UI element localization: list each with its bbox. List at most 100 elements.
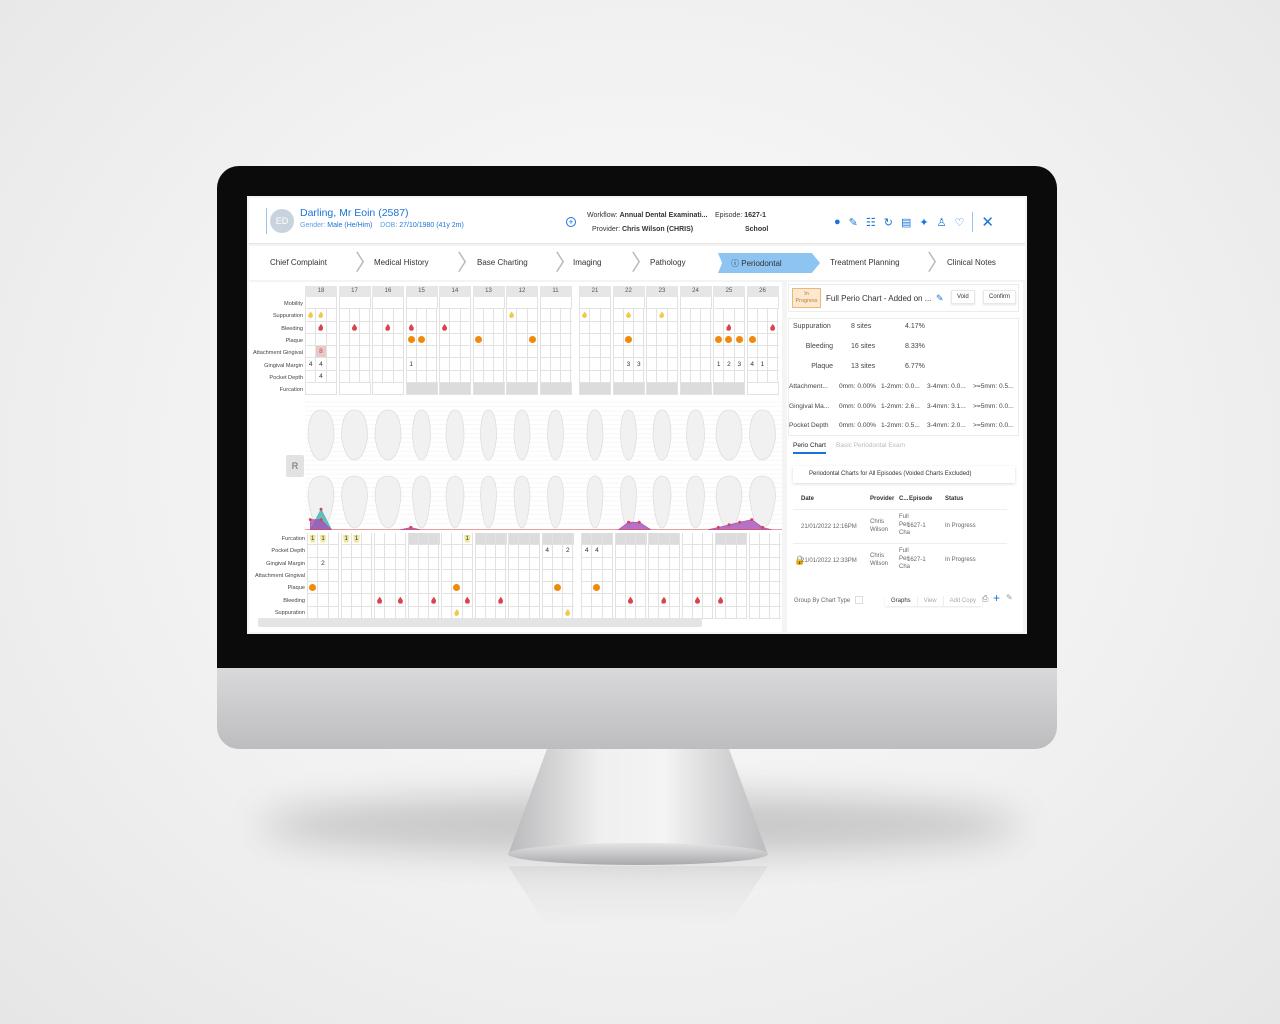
site-cell[interactable] bbox=[636, 582, 647, 594]
site-cell[interactable] bbox=[329, 533, 339, 545]
site-cell[interactable] bbox=[561, 370, 572, 383]
site-cell[interactable] bbox=[735, 309, 745, 321]
site-cell[interactable] bbox=[581, 557, 593, 569]
site-cell[interactable] bbox=[441, 594, 453, 606]
site-cell[interactable] bbox=[385, 533, 396, 545]
site-cell[interactable] bbox=[726, 569, 737, 582]
refresh-icon[interactable]: ↻ bbox=[883, 216, 893, 229]
site-cell[interactable] bbox=[636, 606, 647, 619]
site-cell[interactable] bbox=[429, 557, 440, 569]
walking-person-icon[interactable]: ✦ bbox=[919, 216, 929, 229]
site-cell[interactable] bbox=[429, 582, 440, 594]
site-cell[interactable] bbox=[636, 557, 647, 569]
site-cell[interactable] bbox=[701, 370, 712, 383]
site-cell[interactable] bbox=[581, 533, 593, 545]
site-cell[interactable] bbox=[626, 533, 637, 545]
cell-furcation[interactable] bbox=[338, 383, 371, 396]
site-cell[interactable] bbox=[726, 606, 737, 619]
tooth-number[interactable]: 15 bbox=[405, 286, 438, 297]
site-cell[interactable] bbox=[362, 582, 373, 594]
site-cell[interactable] bbox=[407, 594, 419, 606]
site-cell[interactable] bbox=[329, 606, 339, 619]
site-cell[interactable] bbox=[541, 606, 553, 619]
site-cell[interactable] bbox=[659, 582, 670, 594]
site-cell[interactable] bbox=[360, 309, 371, 321]
cell-mobility[interactable] bbox=[472, 297, 505, 310]
site-cell[interactable] bbox=[372, 358, 384, 370]
site-cell[interactable] bbox=[590, 346, 601, 358]
site-cell[interactable] bbox=[563, 533, 574, 545]
add-icon[interactable]: + bbox=[993, 591, 1001, 605]
site-cell[interactable] bbox=[724, 309, 735, 321]
site-cell[interactable] bbox=[394, 321, 404, 333]
tooth-number[interactable]: 25 bbox=[713, 286, 745, 297]
site-cell[interactable] bbox=[407, 533, 419, 545]
site-cell[interactable] bbox=[614, 569, 626, 582]
site-cell[interactable] bbox=[350, 358, 361, 370]
site-cell[interactable] bbox=[648, 606, 660, 619]
site-cell[interactable] bbox=[396, 569, 406, 582]
user-icon[interactable]: ● bbox=[834, 216, 841, 228]
site-cell[interactable] bbox=[530, 545, 540, 557]
site-cell[interactable] bbox=[541, 594, 553, 606]
site-cell[interactable] bbox=[508, 582, 520, 594]
site-cell[interactable] bbox=[768, 333, 779, 346]
site-cell[interactable] bbox=[506, 358, 518, 370]
site-cell[interactable] bbox=[352, 545, 363, 557]
site-cell[interactable]: 4 bbox=[541, 545, 553, 557]
site-cell[interactable] bbox=[362, 533, 373, 545]
site-cell[interactable] bbox=[407, 606, 419, 619]
site-cell[interactable] bbox=[590, 321, 601, 333]
site-cell[interactable] bbox=[648, 545, 660, 557]
tab-base-charting[interactable]: Base Charting bbox=[477, 258, 528, 267]
site-cell[interactable] bbox=[407, 557, 419, 569]
site-cell[interactable] bbox=[419, 545, 430, 557]
site-cell[interactable] bbox=[691, 346, 702, 358]
site-cell[interactable] bbox=[691, 321, 702, 333]
site-cell[interactable] bbox=[383, 346, 394, 358]
site-cell[interactable] bbox=[553, 594, 564, 606]
site-cell[interactable] bbox=[307, 557, 319, 569]
site-cell[interactable] bbox=[691, 309, 702, 321]
document-icon[interactable]: ▤ bbox=[900, 216, 912, 229]
site-cell[interactable] bbox=[648, 533, 660, 545]
site-cell[interactable] bbox=[508, 594, 520, 606]
site-cell[interactable] bbox=[668, 346, 678, 358]
add-copy-button[interactable]: Add Copy bbox=[942, 596, 982, 606]
site-cell[interactable] bbox=[474, 533, 486, 545]
site-cell[interactable] bbox=[726, 582, 737, 594]
site-cell[interactable] bbox=[768, 346, 779, 358]
site-cell[interactable] bbox=[760, 569, 771, 582]
site-cell[interactable] bbox=[563, 606, 574, 619]
site-cell[interactable] bbox=[681, 606, 693, 619]
site-cell[interactable]: 4 bbox=[581, 545, 593, 557]
site-cell[interactable] bbox=[530, 557, 540, 569]
cell-furcation[interactable] bbox=[439, 383, 471, 396]
site-cell[interactable] bbox=[713, 309, 725, 321]
cell-furcation[interactable] bbox=[646, 383, 678, 396]
site-cell[interactable] bbox=[407, 569, 419, 582]
site-cell[interactable] bbox=[484, 358, 495, 370]
site-cell[interactable] bbox=[383, 370, 394, 383]
site-cell[interactable] bbox=[506, 309, 518, 321]
site-cell[interactable] bbox=[484, 321, 495, 333]
site-cell[interactable] bbox=[760, 557, 771, 569]
table-row[interactable]: 21/01/2022 12:16PM Chris Wilson Full Peri … bbox=[793, 509, 1007, 542]
site-cell[interactable] bbox=[679, 333, 691, 346]
site-cell[interactable] bbox=[517, 370, 528, 383]
site-cell[interactable] bbox=[508, 569, 520, 582]
site-cell[interactable] bbox=[657, 358, 668, 370]
site-cell[interactable] bbox=[385, 582, 396, 594]
site-cell[interactable] bbox=[472, 309, 484, 321]
site-cell[interactable] bbox=[693, 557, 704, 569]
site-cell[interactable] bbox=[657, 333, 668, 346]
site-cell[interactable] bbox=[612, 358, 624, 370]
site-cell[interactable]: 4 bbox=[746, 358, 758, 370]
site-cell[interactable] bbox=[590, 309, 601, 321]
site-cell[interactable] bbox=[626, 569, 637, 582]
edit-notes-icon[interactable]: ✎ bbox=[936, 293, 944, 303]
tooth-number[interactable]: 26 bbox=[746, 286, 779, 297]
cell-mobility[interactable] bbox=[646, 297, 678, 310]
site-cell[interactable] bbox=[659, 545, 670, 557]
site-cell[interactable] bbox=[657, 370, 668, 383]
